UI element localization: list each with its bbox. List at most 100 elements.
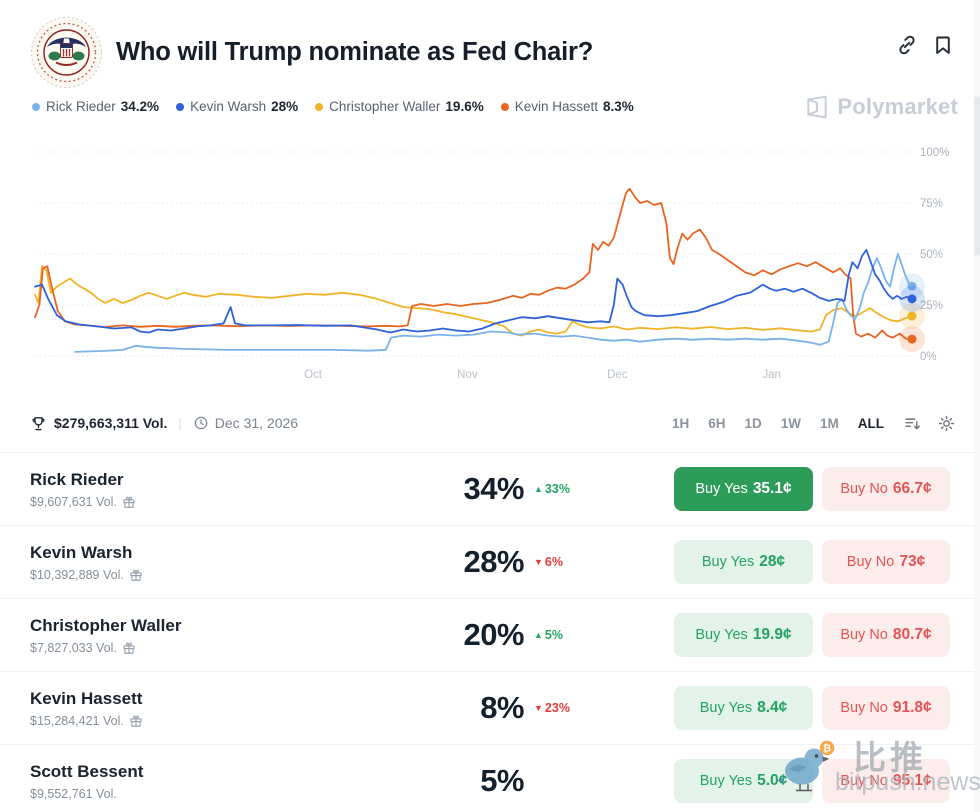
outcome-name[interactable]: Rick Rieder [30,469,124,489]
endpoint-dot [907,311,917,321]
legend-color-dot [176,102,185,111]
change-value: 33% [544,482,570,496]
clock-icon [194,416,208,430]
change-value: 5% [544,628,563,642]
outcome-volume: $9,552,761 Vol. [30,786,117,801]
legend-item[interactable]: Christopher Waller 19.6% [315,99,484,114]
buy-no-price: 66.7¢ [892,480,932,497]
legend-value: 28% [271,99,299,114]
polymarket-watermark: Polymarket [804,94,958,120]
outcome-volume: $7,827,033 Vol. [30,640,117,655]
outcome-row: Kevin Hassett $15,284,421 Vol. 8% ▼ 2 [0,671,980,744]
legend-value: 34.2% [120,99,160,114]
time-range-button[interactable]: 1D [744,415,762,431]
outcome-name[interactable]: Scott Bessent [30,761,144,781]
buy-yes-label: Buy Yes [701,554,755,570]
change-value: 6% [544,555,563,569]
buy-no-price: 80.7¢ [892,626,932,643]
buy-no-button[interactable]: Buy No 66.7¢ [822,467,950,511]
total-volume: $279,663,311 Vol. [54,415,168,431]
buy-yes-button[interactable]: Buy Yes 8.4¢ [674,686,813,730]
sort-descending-icon[interactable] [903,414,922,433]
gift-rewards-icon[interactable] [122,641,136,655]
legend-item[interactable]: Rick Rieder 34.2% [32,99,159,114]
market-header: Who will Trump nominate as Fed Chair? [30,14,955,90]
outcome-change: ▼ 6% [524,555,674,569]
outcome-probability: 34% [463,471,524,506]
buy-no-button[interactable]: Buy No 95.1¢ [822,759,950,803]
y-axis-tick-label: 50% [920,249,943,261]
settings-gear-icon[interactable] [937,414,956,433]
scrollbar-thumb[interactable] [974,96,980,256]
bookmark-icon[interactable] [931,33,955,57]
outcome-change [524,774,674,788]
buy-yes-price: 28¢ [759,553,786,570]
buy-yes-button[interactable]: Buy Yes 19.9¢ [674,613,813,657]
x-axis-tick-label: Dec [607,369,628,381]
legend-item[interactable]: Kevin Warsh 28% [176,99,298,114]
legend-value: 19.6% [445,99,484,114]
buy-yes-button[interactable]: Buy Yes 35.1¢ [674,467,813,511]
outcomes-list: Rick Rieder $9,607,631 Vol. 34% ▲ 33% [0,452,980,812]
y-axis-tick-label: 75% [920,198,943,210]
y-axis-tick-label: 0% [920,351,937,363]
legend-item[interactable]: Kevin Hassett 8.3% [500,99,634,114]
buy-yes-price: 35.1¢ [752,480,792,497]
outcome-change: ▲ 5% [524,628,674,642]
endpoint-dot [907,281,917,291]
legend-name: Kevin Warsh [190,99,267,114]
outcome-name[interactable]: Kevin Hassett [30,688,143,708]
time-range-button[interactable]: 1W [780,415,801,431]
outcome-name[interactable]: Christopher Waller [30,615,182,635]
legend-name: Kevin Hassett [514,99,598,114]
change-value: 23% [544,701,570,715]
price-chart-svg: 0% 25% 50% 75% 100% Oct Nov Dec Jan [34,147,949,381]
y-axis-tick-label: 100% [920,147,949,159]
x-axis-tick-label: Jan [762,369,781,381]
chart-line-kevin-warsh [34,249,913,334]
chart-legend: Rick Rieder 34.2% Kevin Warsh 28% Christ… [32,99,651,114]
gift-rewards-icon[interactable] [129,568,143,582]
buy-yes-button[interactable]: Buy Yes 5.0¢ [674,759,813,803]
time-range-button[interactable]: 1H [671,415,690,431]
time-range-selector: 1H 6H 1D 1W 1M ALL [672,416,884,431]
price-chart[interactable]: 0% 25% 50% 75% 100% Oct Nov Dec Jan [0,145,980,390]
outcome-probability: 8% [480,690,524,725]
gift-rewards-icon[interactable] [122,495,136,509]
outcome-change: ▲ 33% [524,482,674,496]
chart-line-kevin-hassett [34,187,913,341]
outcome-probability: 20% [463,617,524,652]
buy-no-label: Buy No [840,700,888,716]
buy-no-label: Buy No [846,554,895,570]
copy-link-icon[interactable] [895,33,919,57]
buy-no-label: Buy No [840,481,888,497]
time-range-button[interactable]: 1M [819,415,839,431]
buy-yes-label: Buy Yes [699,773,753,789]
outcome-volume: $15,284,421 Vol. [30,713,124,728]
change-arrow-icon: ▼ [534,703,543,713]
legend-color-dot [315,102,324,111]
scrollbar-track[interactable] [974,0,980,812]
buy-yes-label: Buy Yes [695,481,748,497]
change-arrow-icon: ▼ [534,557,543,567]
y-axis-tick-label: 25% [920,300,943,312]
outcome-probability: 28% [463,544,524,579]
legend-color-dot [500,102,509,111]
buy-no-button[interactable]: Buy No 80.7¢ [822,613,950,657]
endpoint-dot [907,294,917,304]
outcome-name[interactable]: Kevin Warsh [30,542,133,562]
time-range-button[interactable]: 6H [708,415,726,431]
buy-yes-button[interactable]: Buy Yes 28¢ [674,540,813,584]
time-range-button[interactable]: ALL [857,415,884,431]
buy-no-button[interactable]: Buy No 91.8¢ [822,686,950,730]
buy-no-button[interactable]: Buy No 73¢ [822,540,950,584]
legend-value: 8.3% [603,99,634,114]
buy-yes-label: Buy Yes [695,627,748,643]
chart-toolbar: $279,663,311 Vol. | Dec 31, 2026 1H 6H 1D 1… [30,404,956,442]
gift-rewards-icon[interactable] [129,714,143,728]
award-icon [32,416,45,430]
outcome-change: ▼ 23% [524,701,674,715]
outcome-volume: $9,607,631 Vol. [30,494,117,509]
buy-no-price: 91.8¢ [892,699,932,716]
polymarket-wordmark: Polymarket [837,94,958,119]
